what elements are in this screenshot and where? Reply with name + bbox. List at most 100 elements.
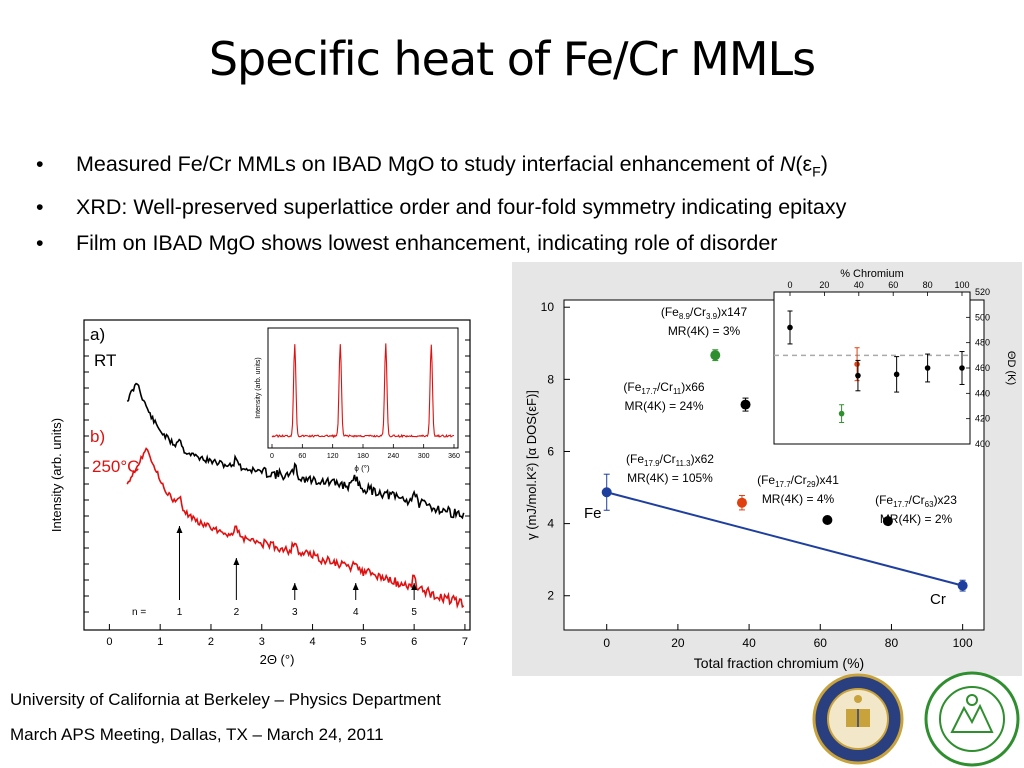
label-fe: Fe bbox=[584, 505, 602, 522]
peak-marker-head bbox=[352, 583, 359, 590]
gamma-x-label: Total fraction chromium (%) bbox=[694, 655, 864, 671]
xrd-x-tick-label: 2 bbox=[208, 636, 214, 648]
gamma-y-tick-label: 4 bbox=[547, 517, 554, 531]
xrd-y-label: Intensity (arb. units) bbox=[49, 418, 64, 532]
sample-label-part: /Cr bbox=[657, 380, 673, 394]
peak-marker-head bbox=[291, 583, 298, 590]
sample-label-part: (Fe bbox=[623, 380, 641, 394]
peak-marker-label: 4 bbox=[353, 607, 359, 618]
peak-marker-label: 1 bbox=[177, 607, 183, 618]
peak-marker-label: 5 bbox=[411, 607, 417, 618]
bullet-text: XRD: Well-preserved superlattice order a… bbox=[76, 195, 847, 220]
xrd-series-250c bbox=[126, 447, 465, 610]
sample-mr-label: MR(4K) = 2% bbox=[880, 512, 953, 526]
debye-x-tick-label: 60 bbox=[888, 280, 898, 290]
bullet-n-symbol: N bbox=[779, 152, 796, 176]
bullet-text: Film on IBAD MgO shows lowest enhancemen… bbox=[76, 231, 778, 256]
gamma-y-tick-label: 6 bbox=[547, 444, 554, 458]
debye-point bbox=[854, 361, 860, 367]
bullet-close-paren: ) bbox=[820, 152, 828, 176]
gamma-x-tick-label: 0 bbox=[603, 636, 610, 650]
debye-y-label: ΘD (K) bbox=[1005, 351, 1017, 385]
bullet-text: Measured Fe/Cr MMLs on IBAD MgO to study… bbox=[76, 152, 780, 176]
debye-point bbox=[959, 365, 965, 371]
sample-label-sub: 11 bbox=[673, 387, 682, 396]
footer-meeting: March APS Meeting, Dallas, TX – March 24… bbox=[10, 725, 384, 744]
sample-label-part: )x41 bbox=[816, 473, 840, 487]
gamma-y-tick-label: 8 bbox=[547, 372, 554, 386]
xrd-label-a: a) bbox=[90, 325, 105, 344]
gamma-x-tick-label: 60 bbox=[814, 636, 828, 650]
xrd-x-label: 2Θ (°) bbox=[260, 652, 295, 667]
gamma-point bbox=[710, 350, 721, 361]
slide-title: Specific heat of Fe/Cr MMLs bbox=[208, 32, 816, 86]
gamma-y-tick-label: 10 bbox=[541, 300, 555, 314]
debye-point bbox=[855, 372, 861, 379]
bullet-eps: (ε bbox=[795, 152, 813, 176]
debye-point bbox=[787, 324, 793, 331]
xrd-x-tick-label: 7 bbox=[462, 636, 468, 648]
sample-label-part: )x23 bbox=[934, 493, 958, 507]
debye-x-tick-label: 100 bbox=[954, 280, 969, 290]
sample-label-sub: 17.7 bbox=[893, 500, 909, 509]
peak-marker-head bbox=[411, 583, 418, 590]
sample-label: (Fe17.7/Cr29)x41 bbox=[757, 473, 839, 489]
xrd-figure: 0 1 2 3 4 5 6 7 1 2 3 4 5 a) RT b) 250°C Intensity … bbox=[49, 319, 471, 667]
debye-y-tick-label: 440 bbox=[975, 388, 990, 398]
debye-point bbox=[924, 365, 931, 371]
phi-x-tick-label: 120 bbox=[327, 453, 339, 460]
bullet-item: XRD: Well-preserved superlattice order a… bbox=[36, 189, 1016, 225]
sample-label-part: )x66 bbox=[681, 380, 705, 394]
xrd-x-tick-label: 1 bbox=[157, 636, 163, 648]
gamma-point bbox=[740, 399, 751, 410]
phi-inset: 0 60 120 180 240 300 360 bbox=[270, 343, 460, 460]
debye-y-tick-label: 460 bbox=[975, 363, 990, 373]
phi-x-tick-label: 360 bbox=[448, 453, 460, 460]
sample-label-part: /Cr bbox=[909, 493, 925, 507]
debye-x-tick-label: 40 bbox=[854, 280, 864, 290]
gamma-y-label: γ (mJ/mol.K²) [α DOS(εF)] bbox=[524, 390, 539, 540]
phi-inset-frame bbox=[267, 327, 459, 449]
debye-y-label-text: ΘD (K) bbox=[1005, 351, 1017, 385]
debye-point bbox=[893, 371, 900, 378]
phi-series bbox=[271, 343, 455, 439]
gamma-points bbox=[601, 349, 968, 592]
sample-mr-label: MR(4K) = 24% bbox=[624, 399, 703, 413]
sample-mr-label: MR(4K) = 3% bbox=[668, 324, 741, 338]
gamma-axes: 0 20 40 60 80 100 2 4 6 8 10 bbox=[541, 300, 973, 650]
xrd-x-tick-label: 6 bbox=[411, 636, 417, 648]
sample-label-part: /Cr bbox=[791, 473, 807, 487]
gamma-fit-line bbox=[606, 491, 963, 587]
xrd-label-b: b) bbox=[90, 427, 105, 446]
sample-mr-label: MR(4K) = 4% bbox=[762, 492, 835, 506]
xrd-series-rt bbox=[126, 382, 465, 520]
xrd-x-tick-label: 3 bbox=[259, 636, 265, 648]
phi-x-tick-label: 0 bbox=[270, 453, 274, 460]
xrd-peak-markers: 1 2 3 4 5 bbox=[176, 526, 417, 618]
phi-x-tick-label: 300 bbox=[418, 453, 430, 460]
bullet-eps-sub: F bbox=[812, 163, 821, 180]
xrd-label-250c: 250°C bbox=[92, 457, 139, 476]
gamma-x-tick-label: 100 bbox=[953, 636, 973, 650]
phi-x-label: ϕ (°) bbox=[354, 464, 370, 473]
bullet-item: Measured Fe/Cr MMLs on IBAD MgO to study… bbox=[36, 146, 1016, 189]
sample-label-part: /Cr bbox=[660, 452, 676, 466]
sample-label-part: (Fe bbox=[661, 305, 679, 319]
debye-inset-frame bbox=[773, 291, 971, 445]
label-cr: Cr bbox=[930, 591, 946, 608]
debye-x-tick-label: 0 bbox=[787, 280, 792, 290]
sample-label-part: /Cr bbox=[690, 305, 706, 319]
debye-inset: 0 20 40 60 80 100 400 420 440 460 480 500 520 bbox=[774, 280, 990, 449]
phi-x-tick-label: 240 bbox=[387, 453, 399, 460]
peak-marker-head bbox=[176, 526, 183, 533]
debye-x-label: % Chromium bbox=[840, 268, 904, 280]
phi-x-tick-label: 180 bbox=[357, 453, 369, 460]
sample-label: (Fe17.7/Cr63)x23 bbox=[875, 493, 957, 509]
gamma-point bbox=[736, 497, 747, 508]
xrd-label-rt: RT bbox=[94, 351, 116, 370]
sample-label-sub: 29 bbox=[807, 480, 816, 489]
gamma-point bbox=[882, 516, 893, 527]
debye-point bbox=[838, 410, 845, 417]
peak-marker-label: 3 bbox=[292, 607, 298, 618]
